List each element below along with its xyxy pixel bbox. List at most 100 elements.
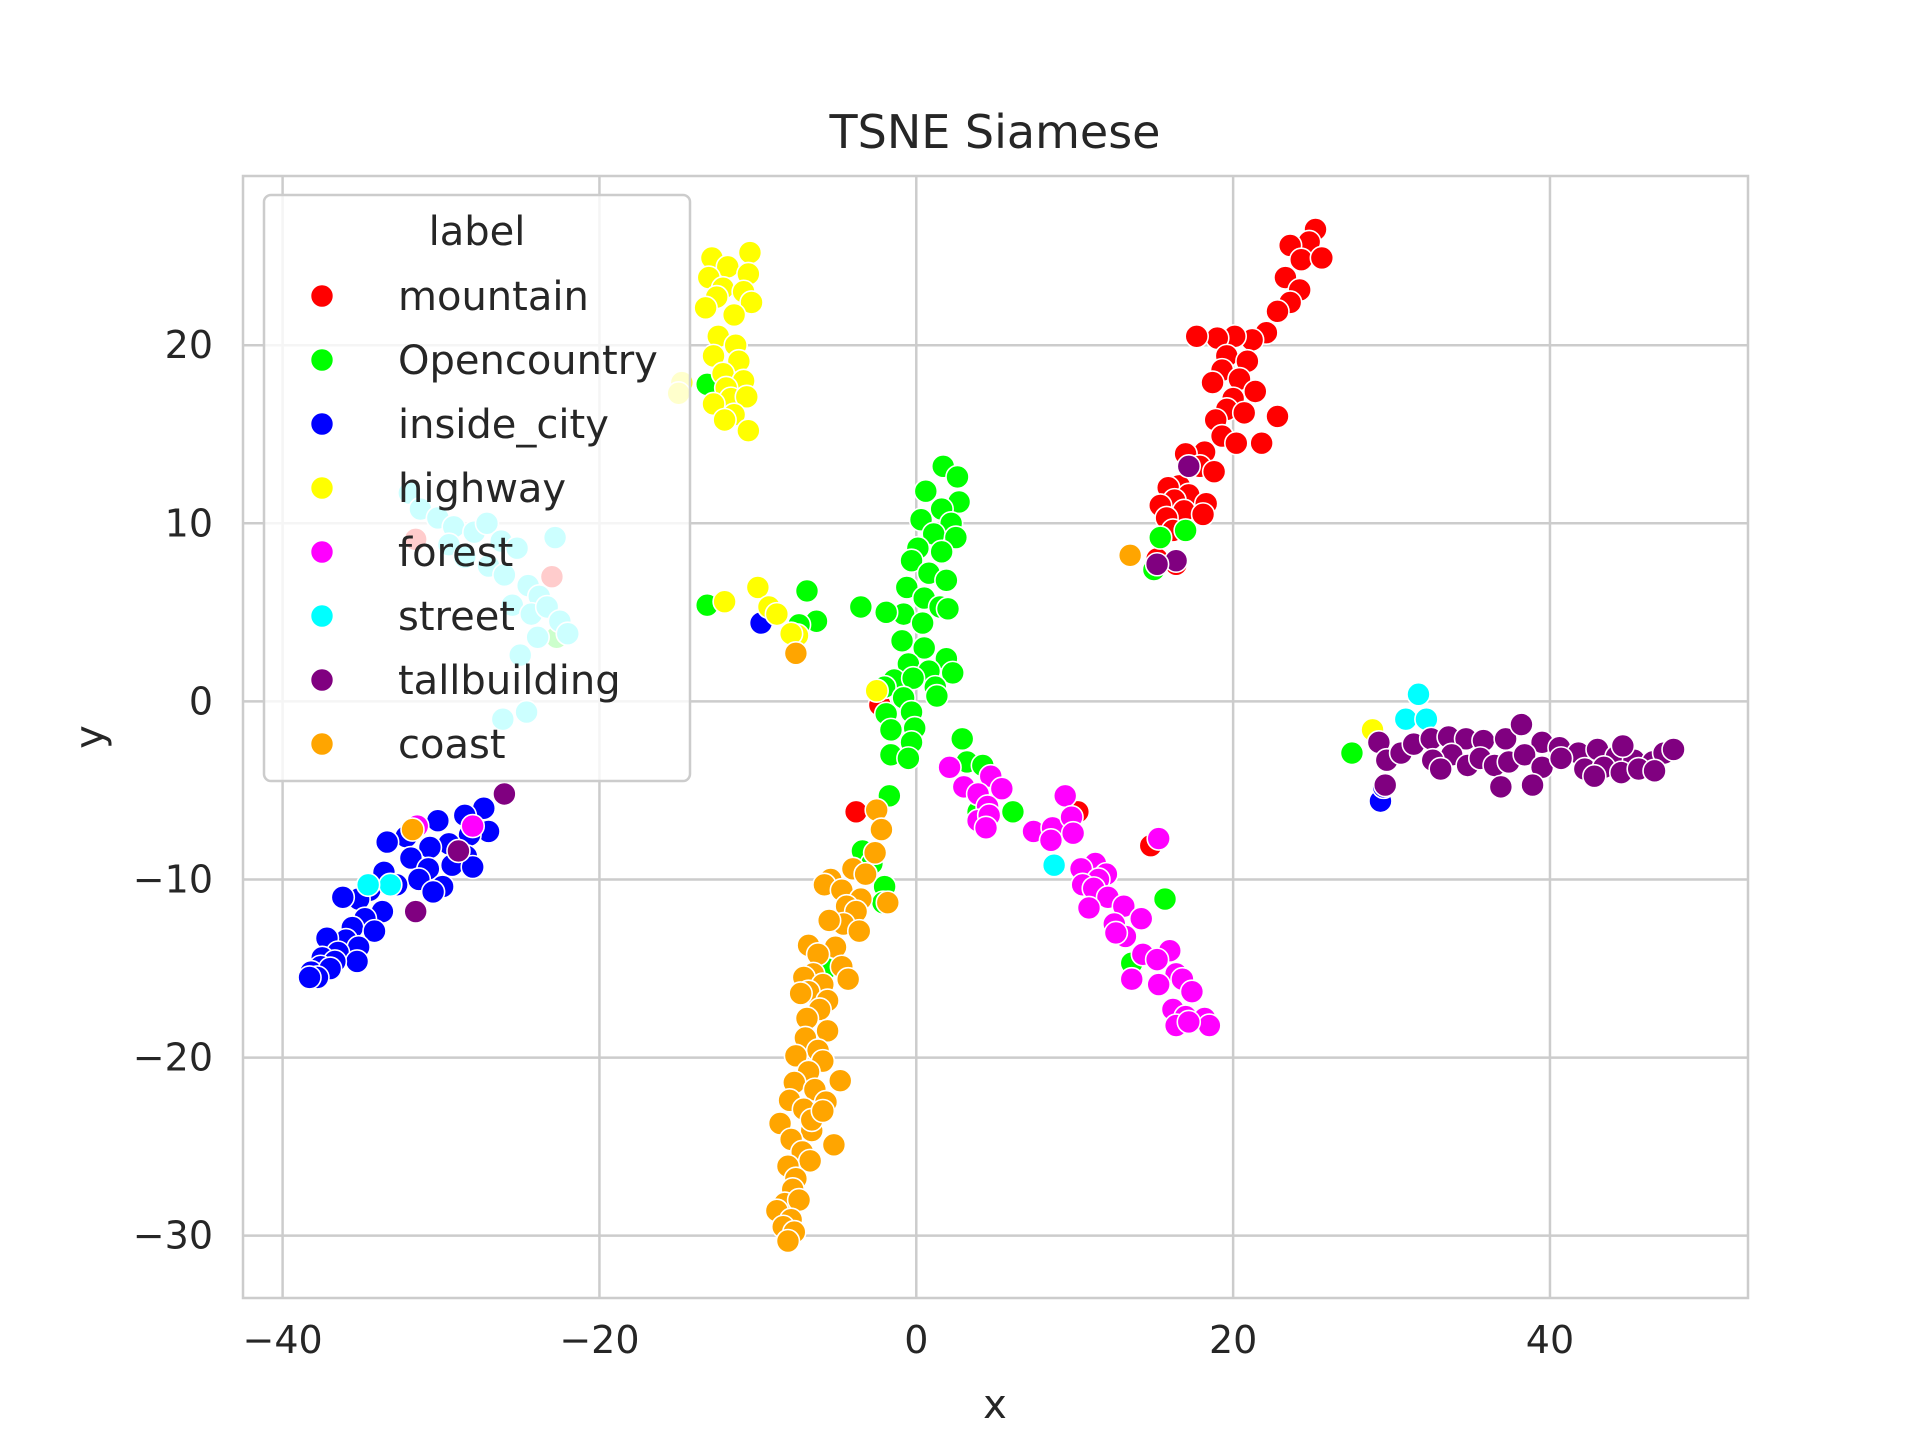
data-point	[1428, 756, 1453, 782]
data-point	[899, 548, 924, 573]
data-point	[945, 464, 970, 490]
data-point	[1038, 827, 1064, 853]
data-point	[810, 1098, 836, 1124]
data-point	[940, 660, 966, 686]
data-point	[1147, 525, 1173, 550]
data-point	[935, 596, 961, 622]
data-point	[794, 578, 820, 604]
legend-label: forest	[398, 530, 513, 576]
data-point	[1509, 712, 1534, 737]
data-point	[403, 899, 428, 924]
data-point	[843, 799, 869, 825]
data-point	[1406, 681, 1431, 707]
data-point	[693, 295, 718, 321]
data-point	[1152, 886, 1178, 912]
data-point	[1117, 543, 1143, 568]
data-point	[989, 776, 1015, 801]
legend-label: Opencountry	[398, 338, 658, 384]
data-point	[1146, 826, 1171, 851]
y-tick-label: 20	[165, 323, 213, 367]
y-tick-label: −30	[133, 1214, 213, 1258]
legend-label: mountain	[398, 274, 589, 320]
data-point	[712, 407, 737, 433]
data-point	[1146, 972, 1171, 997]
data-point	[745, 575, 771, 600]
legend-label: street	[398, 594, 515, 640]
data-point	[739, 290, 764, 315]
data-point	[362, 918, 387, 944]
legend-marker	[309, 347, 335, 373]
data-point	[734, 384, 760, 410]
legend-label: inside_city	[398, 402, 609, 448]
data-point	[889, 628, 915, 654]
data-point	[1176, 453, 1202, 479]
data-point	[1201, 459, 1227, 484]
data-point	[1144, 947, 1170, 972]
data-point	[1179, 979, 1205, 1004]
data-point	[1372, 772, 1398, 798]
x-axis-label: x	[983, 1382, 1007, 1428]
data-point	[1190, 502, 1216, 527]
data-point	[1309, 245, 1335, 271]
data-point	[1339, 740, 1365, 766]
data-point	[910, 610, 935, 636]
data-point	[924, 683, 950, 709]
data-point	[1060, 820, 1086, 846]
legend-entry: highway	[309, 466, 566, 512]
data-point	[297, 965, 322, 990]
data-point	[374, 829, 400, 855]
data-points	[297, 217, 1686, 1254]
data-point	[1231, 400, 1257, 426]
data-point	[873, 600, 899, 625]
data-point	[815, 1018, 840, 1044]
data-point	[1610, 733, 1636, 759]
data-point	[344, 949, 370, 974]
data-point	[788, 981, 813, 1006]
data-point	[783, 640, 809, 666]
legend-marker	[309, 411, 335, 437]
legend-marker	[309, 667, 335, 693]
data-point	[400, 817, 425, 842]
y-tick-label: 0	[189, 679, 213, 723]
data-point	[1173, 518, 1198, 543]
legend-marker	[309, 283, 335, 309]
data-point	[420, 879, 446, 905]
data-point	[1265, 299, 1290, 324]
data-point	[712, 589, 737, 614]
data-point	[1520, 772, 1545, 798]
data-point	[355, 872, 381, 898]
x-tick-label: −40	[243, 1318, 323, 1362]
data-point	[1128, 906, 1154, 931]
y-tick-label: −20	[133, 1036, 213, 1080]
data-point	[846, 918, 872, 944]
data-point	[330, 884, 356, 910]
series-highway	[666, 240, 1385, 743]
data-point	[896, 746, 921, 771]
legend-entry: street	[309, 594, 515, 640]
data-point	[1119, 966, 1145, 992]
legend-marker	[309, 475, 335, 501]
data-point	[827, 1068, 853, 1094]
legend-label: highway	[398, 466, 566, 512]
tick-labels: −40 −20 0 20 40 −30 −20 −10 0 10 20	[133, 323, 1574, 1362]
data-point	[911, 635, 937, 661]
data-point	[1041, 852, 1067, 878]
data-point	[1393, 706, 1419, 732]
data-point	[1249, 430, 1274, 456]
legend-label: tallbuilding	[398, 658, 621, 704]
data-point	[1488, 774, 1514, 800]
y-tick-label: −10	[133, 857, 213, 901]
x-tick-label: 40	[1526, 1318, 1574, 1362]
series-tallbuilding	[403, 453, 1686, 924]
x-tick-label: −20	[559, 1318, 639, 1362]
data-point	[875, 890, 901, 915]
data-point	[1243, 379, 1268, 404]
legend-entry: coast	[309, 722, 506, 768]
data-point	[1052, 783, 1078, 809]
data-point	[425, 808, 451, 834]
data-point	[1103, 920, 1129, 946]
data-point	[878, 717, 904, 743]
